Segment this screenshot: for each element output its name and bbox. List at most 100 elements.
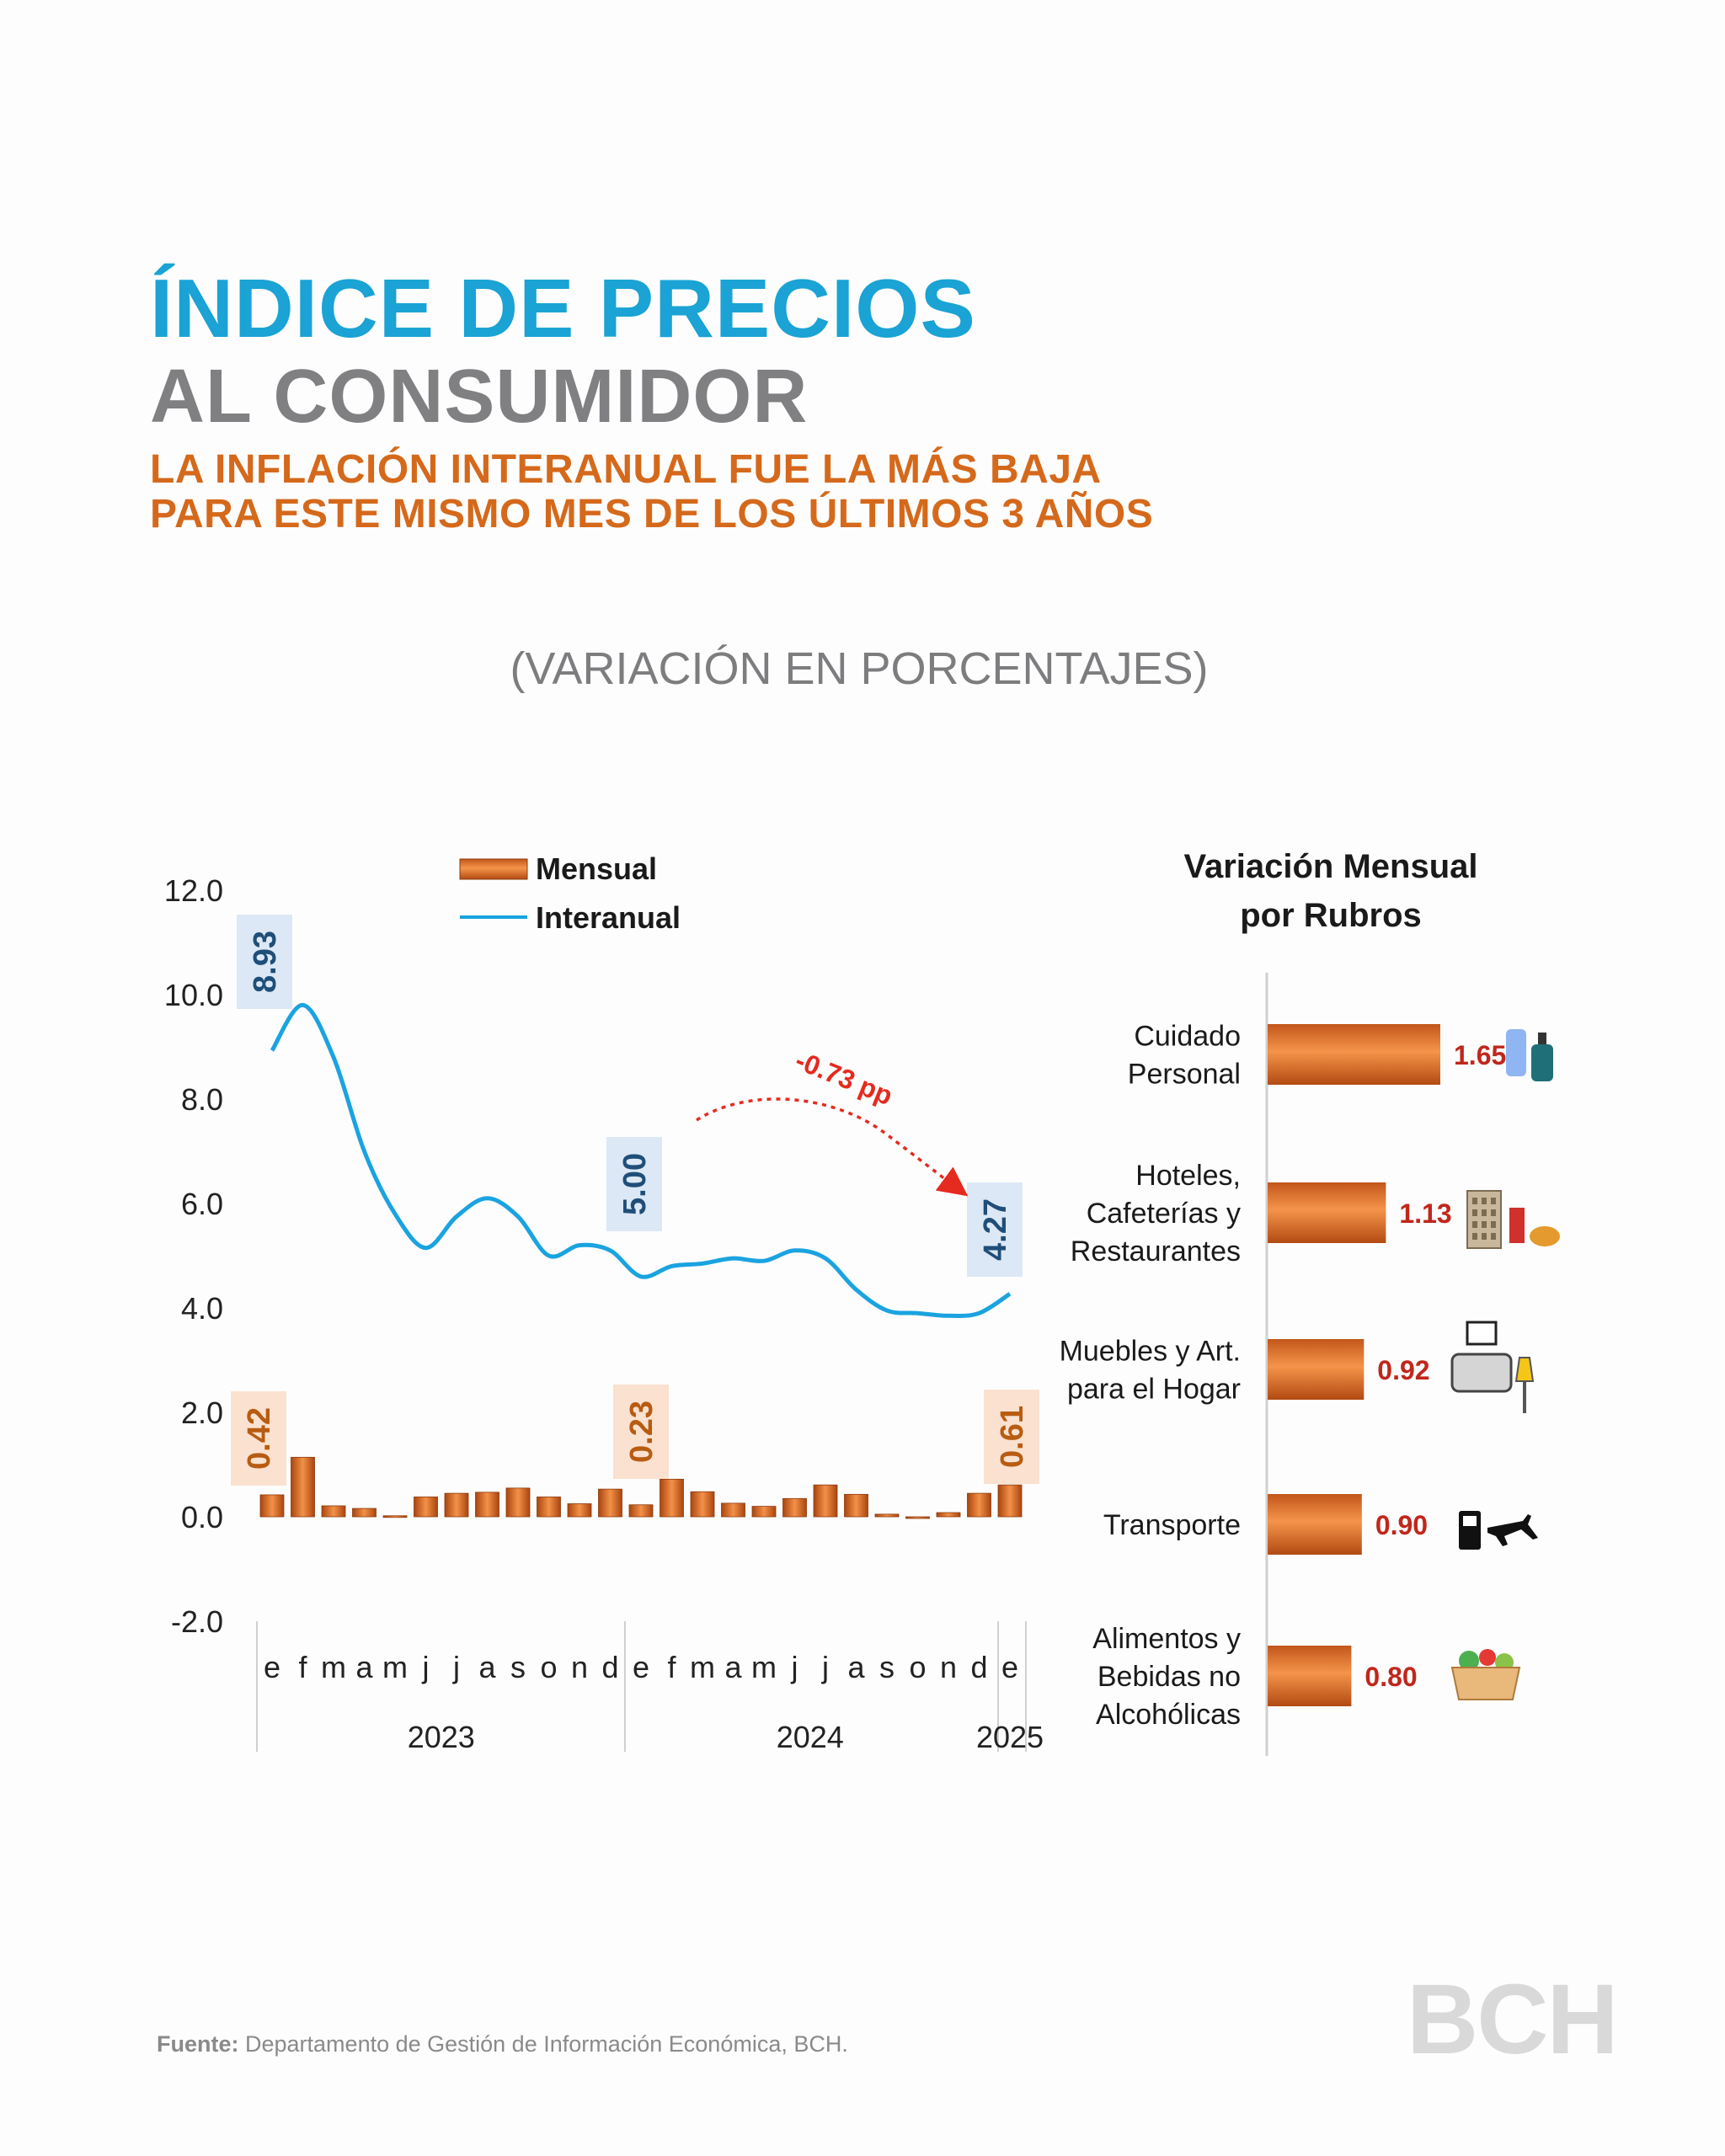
x-month-label: j (422, 1650, 430, 1684)
change-arrow (696, 1097, 969, 1197)
furniture-icon (1450, 1321, 1535, 1413)
rubros-chart: 1.65 Cuidado Personal 1.13 Hoteles, Cafetería… (1060, 973, 1506, 1756)
x-month-label: e (1001, 1650, 1018, 1684)
rubro-value-label: 0.80 (1365, 1662, 1417, 1692)
rubro-bar (1268, 1494, 1362, 1555)
rubro-value-label: 0.90 (1375, 1510, 1428, 1540)
interanual-line (270, 1002, 1012, 1318)
fuel-plane-icon (1459, 1511, 1538, 1550)
hotel-window (1472, 1221, 1477, 1228)
mensual-bar (321, 1505, 346, 1518)
mensual-bar (905, 1516, 930, 1519)
rubros-title: Variación Mensual por Rubros (1112, 842, 1550, 940)
bottle-shape (1531, 1044, 1553, 1081)
y-tick-label: 12.0 (164, 873, 223, 908)
x-month-label: e (264, 1650, 280, 1684)
rubro-category-label: Hoteles, (1135, 1160, 1241, 1192)
mensual-bar (967, 1492, 991, 1518)
x-year-label: 2024 (777, 1720, 844, 1754)
hotel-window (1491, 1221, 1496, 1228)
rubro-value-label: 1.65 (1454, 1040, 1506, 1070)
y-tick-label: 10.0 (164, 978, 223, 1012)
x-month-label: j (452, 1650, 460, 1684)
drink-shape (1509, 1208, 1525, 1243)
source-label: Fuente: (157, 2031, 239, 2057)
interanual-data-label: 4.27 (978, 1198, 1013, 1261)
x-month-label: a (724, 1650, 742, 1684)
rubro-value-label: 1.13 (1399, 1198, 1451, 1229)
mensual-bar (936, 1512, 961, 1518)
x-month-label: m (321, 1650, 346, 1684)
mensual-bar (291, 1456, 315, 1518)
hotel-window (1472, 1198, 1477, 1204)
hotel-window (1482, 1209, 1487, 1216)
hotel-window (1472, 1209, 1477, 1216)
hotel-window (1482, 1198, 1487, 1204)
x-month-label: n (940, 1650, 957, 1684)
hotel-window (1482, 1221, 1487, 1228)
plane-shape (1487, 1514, 1538, 1546)
rubros-icons (1450, 1029, 1560, 1700)
x-month-label: n (571, 1650, 588, 1684)
x-month-label: f (298, 1650, 307, 1684)
source-text: Departamento de Gestión de Información E… (238, 2031, 848, 2057)
mensual-bar (444, 1492, 469, 1518)
x-month-label: d (970, 1650, 987, 1684)
rubros-title-line-2: por Rubros (1240, 897, 1422, 934)
fruit-shape (1479, 1649, 1496, 1666)
legend: Mensual Interanual (459, 851, 681, 935)
x-month-label: a (847, 1650, 865, 1684)
mensual-bar (259, 1494, 285, 1518)
x-year-label: 2025 (976, 1720, 1044, 1754)
rubro-bar (1268, 1024, 1440, 1085)
legend-label-interanual: Interanual (536, 900, 681, 935)
y-tick-label: 2.0 (181, 1396, 223, 1430)
left-chart-axes: 12.010.08.06.04.02.00.0-2.0e f m a m j j a s o n d e… (164, 873, 1044, 1754)
mensual-label-box (984, 1390, 1039, 1484)
mensual-bars (259, 1456, 1023, 1519)
mensual-bar (721, 1502, 745, 1518)
hotel-window (1491, 1198, 1496, 1204)
hotel-window (1491, 1209, 1496, 1216)
burger-shape (1530, 1226, 1560, 1246)
mensual-label-box (613, 1385, 669, 1479)
mensual-label-box (231, 1391, 286, 1486)
rubro-category-label: Transporte (1103, 1509, 1241, 1541)
x-month-label: a (355, 1650, 373, 1684)
rubro-category-label: Personal (1128, 1059, 1241, 1091)
hotel-window (1491, 1233, 1496, 1240)
x-month-label: o (540, 1650, 557, 1684)
y-tick-label: -2.0 (171, 1604, 223, 1639)
rubro-bar (1268, 1182, 1386, 1243)
tv-shape (1466, 1321, 1498, 1346)
mensual-bar (782, 1497, 807, 1518)
rubro-category-label: Alcohólicas (1096, 1699, 1241, 1731)
title-line-2: AL CONSUMIDOR (150, 355, 809, 439)
source-note: Fuente: Departamento de Gestión de Infor… (157, 2031, 848, 2057)
mensual-bar (567, 1503, 592, 1518)
rubro-category-label: Alimentos y (1092, 1623, 1241, 1655)
x-month-label: m (382, 1650, 408, 1684)
mensual-bar (475, 1492, 499, 1518)
interanual-data-label: 5.00 (617, 1153, 653, 1215)
y-tick-label: 6.0 (181, 1187, 223, 1221)
rubro-category-label: Cafeterías y (1087, 1198, 1241, 1230)
legend-label-mensual: Mensual (536, 851, 657, 886)
personal-care-icon (1506, 1029, 1553, 1081)
y-tick-label: 0.0 (181, 1500, 223, 1534)
rubro-value-label: 0.92 (1377, 1355, 1429, 1385)
subtitle-line-2: PARA ESTE MISMO MES DE LOS ÚLTIMOS 3 AÑO… (150, 492, 1154, 536)
mensual-bar (844, 1493, 868, 1518)
tube-shape (1506, 1029, 1526, 1076)
rubro-category-label: Cuidado (1134, 1021, 1241, 1053)
pump-shape (1538, 1033, 1546, 1044)
y-tick-label: 4.0 (181, 1291, 223, 1326)
mensual-bar (352, 1508, 377, 1518)
rubro-category-label: Restaurantes (1071, 1235, 1241, 1267)
interanual-line-path (270, 1002, 1012, 1318)
subtitle-line-1: LA INFLACIÓN INTERANUAL FUE LA MÁS BAJA (150, 447, 1102, 492)
x-month-label: s (879, 1650, 895, 1684)
mensual-bar (874, 1513, 900, 1518)
mensual-bar (382, 1515, 408, 1518)
